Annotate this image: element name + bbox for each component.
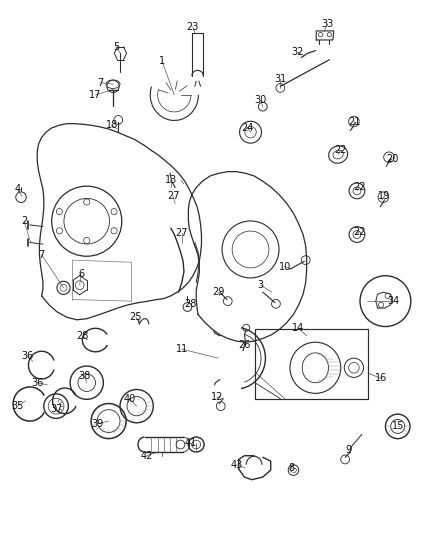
Text: 22: 22 [353,182,365,191]
Text: 28: 28 [184,299,197,309]
Text: 43: 43 [230,460,243,470]
Text: 7: 7 [98,78,104,87]
Text: 14: 14 [292,323,304,333]
Text: 18: 18 [106,120,118,130]
Text: 24: 24 [241,123,254,133]
Text: 4: 4 [14,184,21,194]
Text: 19: 19 [378,191,391,201]
Text: 13: 13 [165,175,177,185]
Text: 41: 41 [184,439,197,448]
Text: 12: 12 [211,392,223,402]
Text: 5: 5 [113,42,119,52]
Text: 22: 22 [335,146,347,155]
Text: 3: 3 [258,280,264,290]
Text: 26: 26 [238,341,251,350]
Text: 6: 6 [78,270,84,279]
Text: 2: 2 [21,216,27,226]
Text: 25: 25 [130,312,142,322]
Text: 36: 36 [31,378,43,387]
Text: 16: 16 [375,374,387,383]
Text: 10: 10 [279,262,291,271]
Text: 28: 28 [76,331,88,341]
Text: 17: 17 [89,90,102,100]
Text: 34: 34 [387,296,399,306]
Text: 37: 37 [50,405,62,414]
Text: 15: 15 [392,422,405,431]
Text: 11: 11 [176,344,188,354]
Text: 23: 23 [187,22,199,31]
Text: 32: 32 [292,47,304,57]
Text: 42: 42 [141,451,153,461]
Text: 9: 9 [345,446,351,455]
Text: 29: 29 [212,287,224,297]
Text: 39: 39 [91,419,103,429]
Text: 7: 7 [39,250,45,260]
Text: 40: 40 [123,394,135,403]
Text: 38: 38 [78,371,90,381]
Text: 27: 27 [176,229,188,238]
Text: 27: 27 [167,191,179,201]
Text: 35: 35 [11,401,24,411]
Text: 22: 22 [353,227,365,237]
Text: 31: 31 [274,74,286,84]
Text: 21: 21 [349,117,361,126]
Text: 20: 20 [386,154,398,164]
Text: 1: 1 [159,56,165,66]
Text: 8: 8 [288,463,294,473]
Text: 30: 30 [254,95,267,105]
Text: 33: 33 [321,19,334,29]
Text: 36: 36 [21,351,33,361]
